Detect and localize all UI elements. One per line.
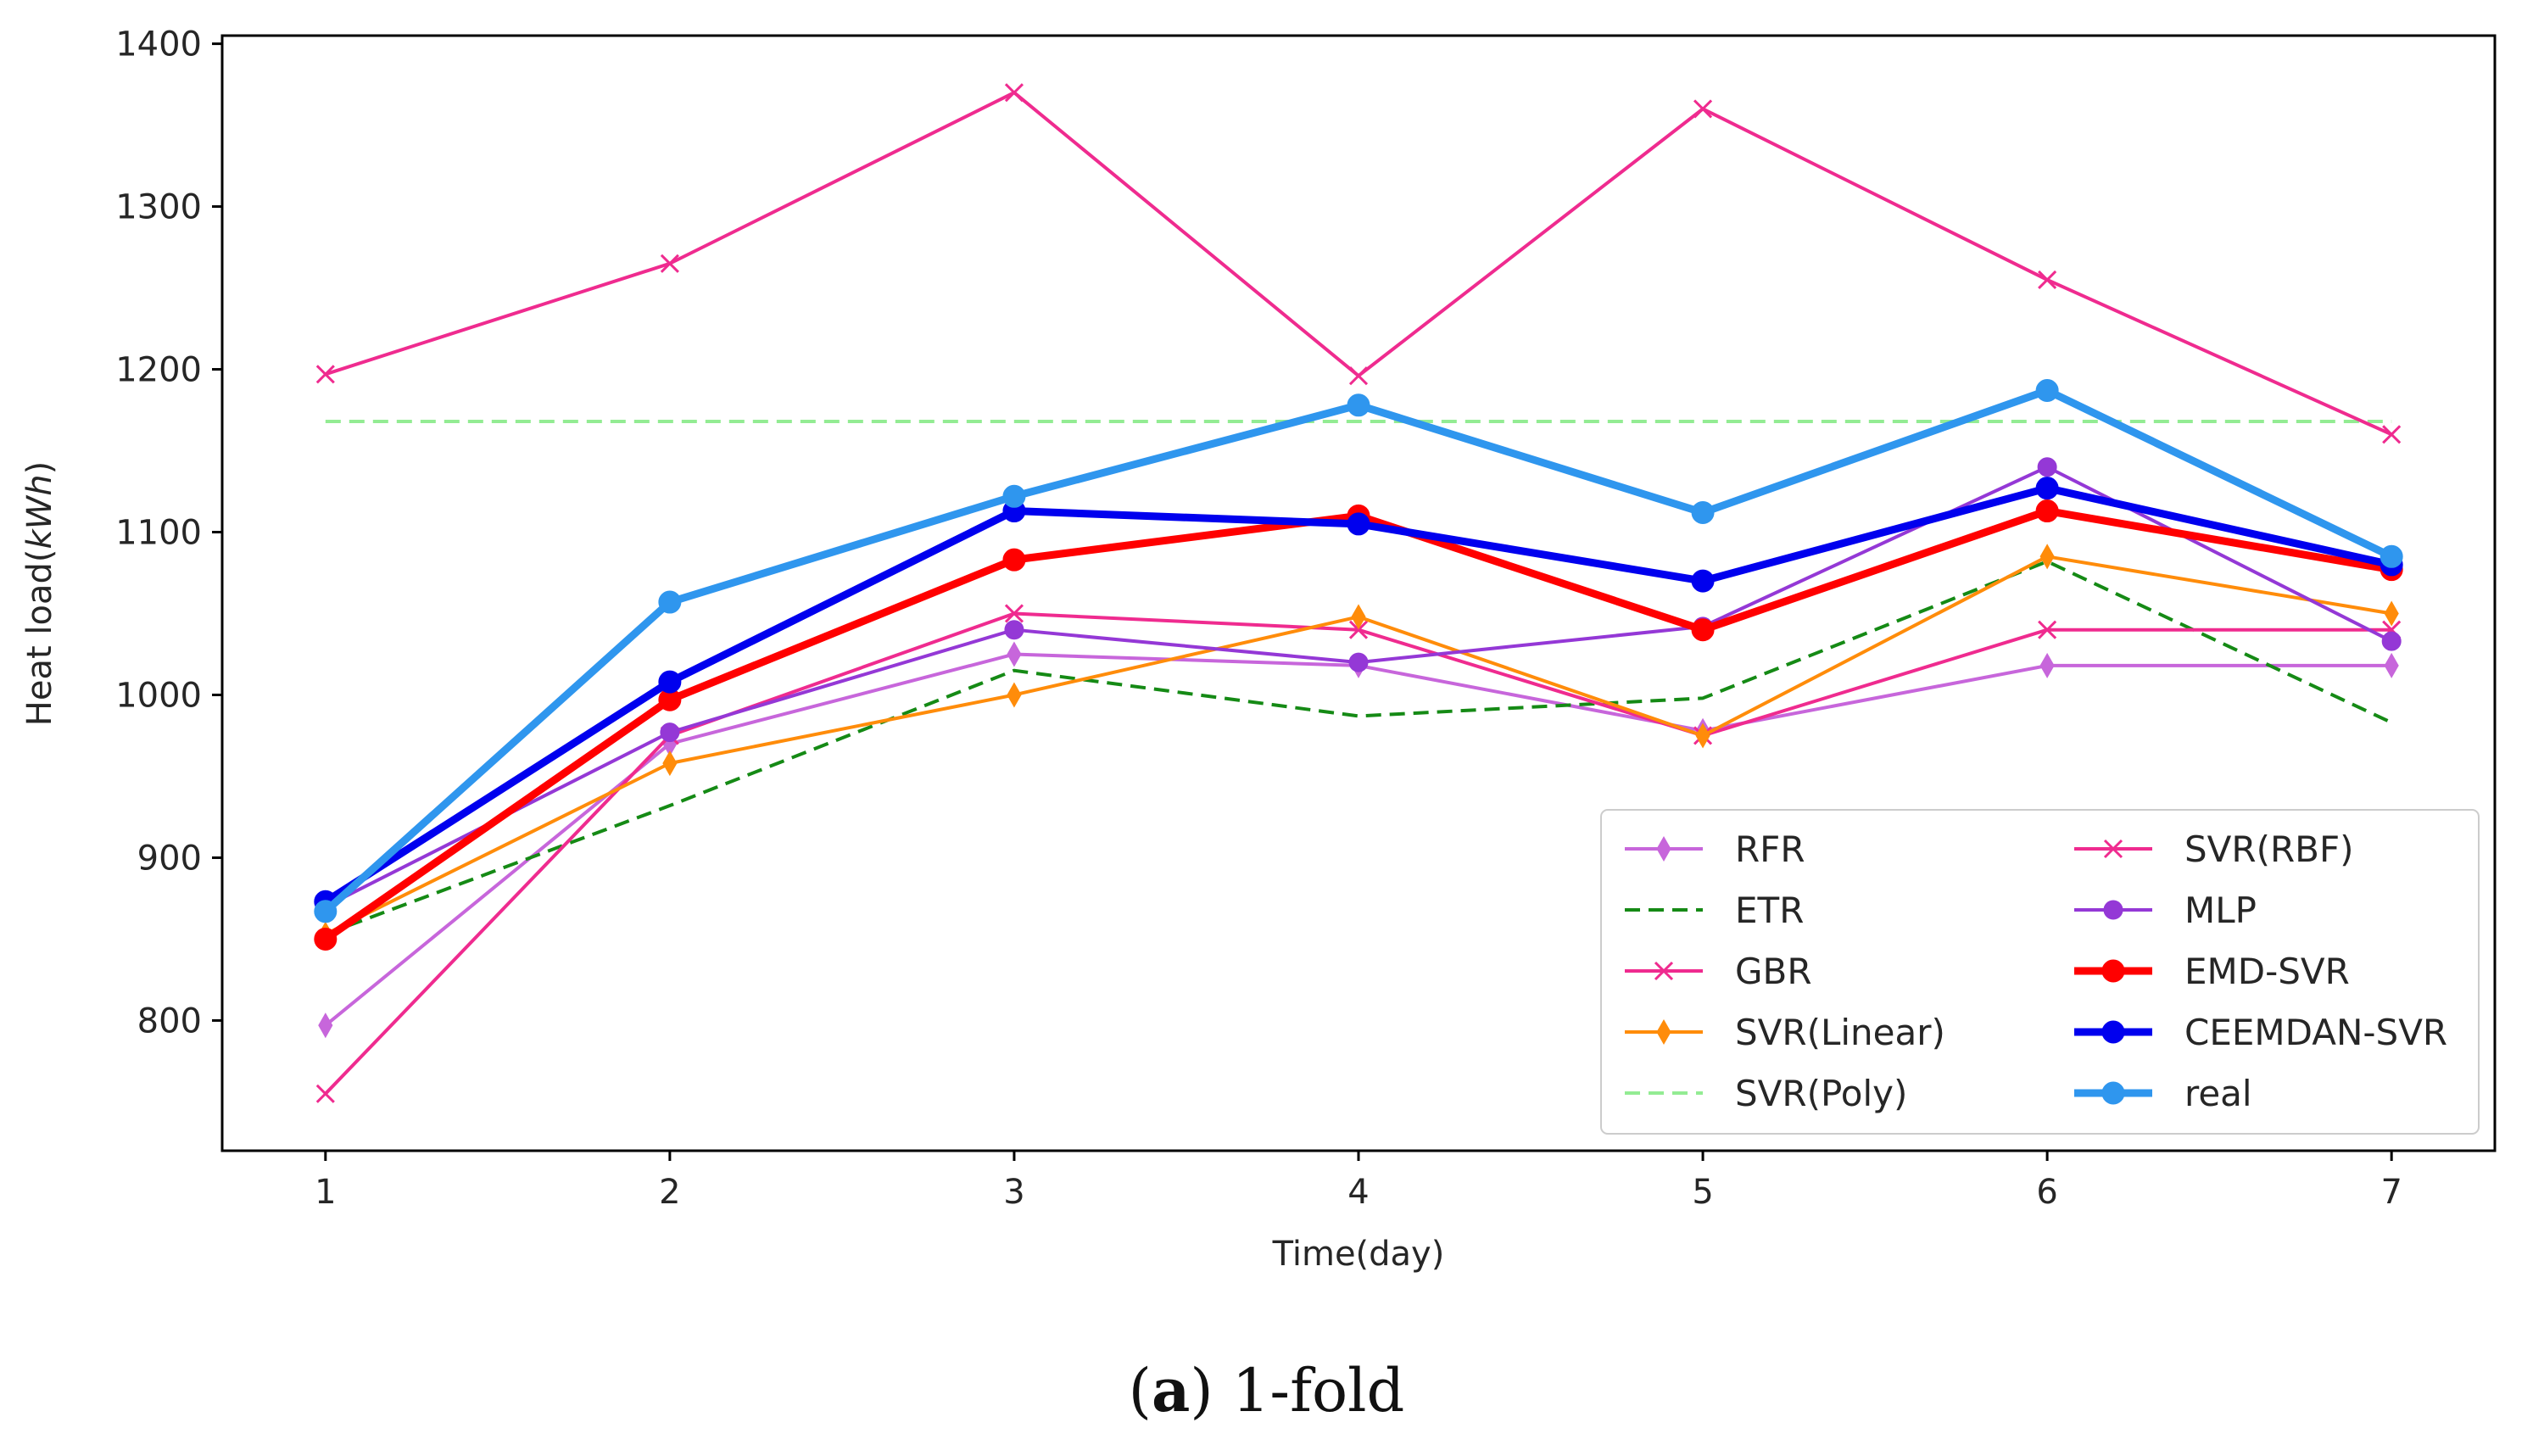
- y-tick-label: 1200: [115, 351, 202, 390]
- figure-caption: (a) 1-fold: [0, 1355, 2533, 1425]
- data-point: [1348, 366, 1369, 386]
- y-tick-label: 800: [137, 1001, 202, 1040]
- x-tick-label: 5: [1692, 1173, 1713, 1212]
- legend-label: EMD-SVR: [2184, 951, 2350, 992]
- data-point: [1693, 99, 1713, 119]
- legend-marker: [2101, 1081, 2125, 1105]
- axes-ticks: 800 900 1000 1100 1200 1300 1400 1 2 3 4 5 6 7: [115, 25, 2402, 1212]
- legend: RFR ETR GBR SVR(Linear) SVR(Poly) SVR(RBF) MLP…: [1600, 809, 2480, 1135]
- x-tick-label: 1: [315, 1173, 336, 1212]
- legend-label: SVR(Linear): [1735, 1012, 1945, 1053]
- data-point: [2035, 499, 2059, 523]
- data-point: [1002, 548, 1026, 572]
- data-point: [658, 590, 682, 614]
- data-point: [1348, 652, 1369, 672]
- data-point: [1347, 512, 1370, 536]
- data-point: [660, 254, 679, 273]
- series-line-etr: [325, 560, 2393, 936]
- data-point: [2035, 378, 2059, 402]
- legend-label: GBR: [1735, 951, 1812, 992]
- data-point: [1695, 722, 1710, 749]
- data-point: [315, 365, 335, 384]
- data-point: [1007, 641, 1022, 667]
- data-point: [2039, 544, 2055, 570]
- data-point: [318, 1013, 333, 1039]
- series-real: [314, 378, 2403, 923]
- legend-label: real: [2184, 1073, 2252, 1114]
- data-point: [2038, 620, 2057, 639]
- data-point: [1347, 393, 1370, 417]
- data-point: [2037, 457, 2057, 477]
- data-point: [1004, 620, 1024, 640]
- data-point: [314, 900, 338, 923]
- series-svr-linear: [318, 544, 2399, 947]
- data-point: [2382, 425, 2402, 444]
- data-point: [1004, 83, 1024, 103]
- data-point: [660, 722, 680, 743]
- data-point: [1691, 618, 1715, 642]
- legend-marker: [1654, 961, 1674, 981]
- series-etr: [325, 560, 2393, 936]
- x-tick-label: 2: [659, 1173, 680, 1212]
- data-point: [2384, 600, 2399, 627]
- y-axis-unit: kWh: [20, 474, 59, 549]
- data-point: [315, 1084, 335, 1103]
- y-axis-label: Heat load(kWh): [20, 461, 59, 726]
- data-point: [1691, 569, 1715, 593]
- data-point: [662, 750, 678, 777]
- legend-marker: [1656, 835, 1671, 862]
- data-point: [1007, 682, 1022, 708]
- x-tick-label: 4: [1347, 1173, 1369, 1212]
- y-tick-label: 1400: [115, 25, 202, 64]
- caption-letter: a: [1151, 1355, 1191, 1425]
- data-point: [2384, 652, 2399, 678]
- data-point: [2039, 652, 2055, 678]
- x-tick-label: 3: [1003, 1173, 1024, 1212]
- legend-label: SVR(Poly): [1735, 1073, 1907, 1114]
- legend-marker: [2101, 959, 2125, 983]
- data-point: [314, 927, 338, 951]
- caption-close: ): [1190, 1356, 1213, 1425]
- series-svr-rbf: [315, 83, 2402, 444]
- data-point: [2038, 270, 2057, 290]
- legend-label: MLP: [2184, 890, 2257, 931]
- legend-box: [1600, 809, 2480, 1135]
- y-axis-unit-close: ): [20, 461, 59, 475]
- legend-marker: [2103, 900, 2123, 920]
- legend-marker: [2103, 839, 2123, 859]
- y-tick-label: 1100: [115, 514, 202, 553]
- legend-marker: [2101, 1020, 2125, 1044]
- y-tick-label: 1300: [115, 188, 202, 227]
- data-point: [2381, 631, 2402, 651]
- data-point: [1351, 604, 1366, 630]
- data-point: [2035, 477, 2059, 500]
- caption-open: (: [1128, 1356, 1152, 1425]
- legend-label: ETR: [1735, 890, 1804, 931]
- y-tick-label: 900: [137, 839, 202, 878]
- legend-label: CEEMDAN-SVR: [2184, 1012, 2447, 1053]
- data-point: [1348, 620, 1369, 639]
- x-tick-label: 6: [2036, 1173, 2057, 1212]
- data-point: [658, 670, 682, 694]
- data-point: [1691, 500, 1715, 524]
- y-axis-unit-open: (: [20, 549, 59, 562]
- data-point: [1002, 484, 1026, 508]
- series-lines: [314, 83, 2403, 1103]
- legend-label: RFR: [1735, 828, 1805, 870]
- y-tick-label: 1000: [115, 676, 202, 715]
- legend-label: SVR(RBF): [2184, 828, 2354, 870]
- y-axis-label-text: Heat load: [20, 562, 59, 726]
- x-tick-label: 7: [2380, 1173, 2402, 1212]
- caption-text: 1-fold: [1213, 1356, 1405, 1425]
- data-point: [2380, 544, 2403, 568]
- x-axis-label: Time(day): [1272, 1235, 1445, 1274]
- legend-marker: [1656, 1018, 1671, 1046]
- data-point: [1004, 604, 1024, 623]
